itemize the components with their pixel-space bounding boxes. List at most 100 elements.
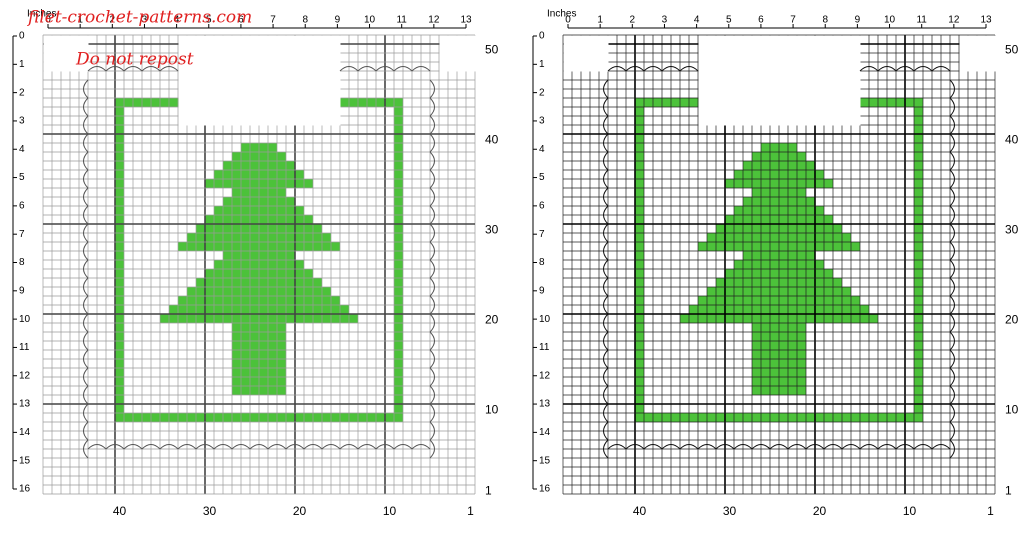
empty-cell [743, 80, 753, 90]
filled-cell [313, 224, 322, 233]
empty-cell [563, 62, 573, 72]
filled-cell [716, 305, 725, 314]
filled-cell [815, 269, 824, 278]
filled-cell [743, 170, 752, 179]
inch-label: 10 [364, 15, 376, 26]
filled-cell [725, 278, 734, 287]
empty-cell [842, 80, 852, 90]
filled-cell [779, 152, 788, 161]
unit-label: Inches [27, 9, 56, 20]
filled-cell [268, 161, 277, 170]
filled-cell [160, 98, 169, 107]
filled-cell [653, 413, 662, 422]
filled-cell [770, 377, 779, 386]
inch-label: 4 [539, 144, 545, 155]
filled-cell [914, 350, 923, 359]
filled-cell [779, 233, 788, 242]
filled-cell [214, 170, 223, 179]
filled-cell [250, 332, 259, 341]
empty-cell [833, 62, 843, 72]
filled-cell [788, 260, 797, 269]
scallop [213, 444, 233, 450]
filled-cell [734, 242, 743, 251]
filled-cell [268, 206, 277, 215]
empty-cell [707, 44, 717, 54]
empty-cell [806, 44, 816, 54]
filled-cell [277, 233, 286, 242]
filled-cell [394, 134, 403, 143]
filled-cell [178, 413, 187, 422]
filled-cell [752, 215, 761, 224]
filled-cell [698, 413, 707, 422]
filled-cell [115, 278, 124, 287]
empty-cell [241, 53, 251, 63]
filled-cell [635, 413, 644, 422]
scallop [83, 169, 89, 189]
empty-cell [743, 107, 753, 117]
scallop [285, 444, 305, 450]
filled-cell [304, 215, 313, 224]
filled-cell [115, 350, 124, 359]
empty-cell [977, 44, 987, 54]
inch-label: 0 [565, 15, 571, 26]
empty-cell [806, 116, 816, 126]
filled-cell [914, 206, 923, 215]
empty-cell [734, 80, 744, 90]
filled-cell [295, 278, 304, 287]
empty-cell [698, 107, 708, 117]
empty-cell [322, 62, 332, 72]
filled-cell [635, 224, 644, 233]
filled-cell [896, 98, 905, 107]
scallop [625, 66, 645, 72]
empty-cell [241, 80, 251, 90]
empty-cell [295, 116, 305, 126]
scallop [733, 444, 753, 450]
filled-cell [259, 368, 268, 377]
inch-label: 5 [206, 15, 212, 26]
filled-cell [779, 269, 788, 278]
filled-cell [205, 269, 214, 278]
empty-cell [572, 44, 582, 54]
empty-cell [331, 53, 341, 63]
filled-cell [635, 206, 644, 215]
filled-cell [797, 323, 806, 332]
empty-cell [439, 62, 449, 72]
empty-cell [52, 35, 62, 45]
filled-cell [770, 197, 779, 206]
filled-cell [277, 215, 286, 224]
filled-cell [259, 215, 268, 224]
empty-cell [439, 35, 449, 45]
filled-cell [797, 341, 806, 350]
filled-cell [295, 233, 304, 242]
empty-cell [232, 116, 242, 126]
empty-cell [259, 44, 269, 54]
filled-cell [214, 296, 223, 305]
filled-cell [232, 269, 241, 278]
scallop [603, 367, 609, 387]
scallop [603, 349, 609, 369]
scallop [603, 385, 609, 405]
filled-cell [232, 206, 241, 215]
filled-cell [734, 413, 743, 422]
filled-cell [635, 332, 644, 341]
filled-cell [259, 314, 268, 323]
filled-cell [779, 368, 788, 377]
scallop [429, 403, 435, 423]
filled-cell [115, 161, 124, 170]
filled-cell [268, 242, 277, 251]
filled-cell [259, 233, 268, 242]
filled-cell [223, 224, 232, 233]
empty-cell [448, 62, 458, 72]
filled-cell [241, 341, 250, 350]
filled-cell [725, 296, 734, 305]
scallop [949, 79, 955, 99]
column-label: 30 [203, 504, 217, 518]
empty-cell [304, 107, 314, 117]
filled-cell [178, 314, 187, 323]
empty-cell [70, 62, 80, 72]
scallop [375, 66, 395, 72]
filled-cell [115, 296, 124, 305]
filled-cell [806, 251, 815, 260]
inch-label: 15 [539, 455, 551, 466]
filled-cell [268, 350, 277, 359]
